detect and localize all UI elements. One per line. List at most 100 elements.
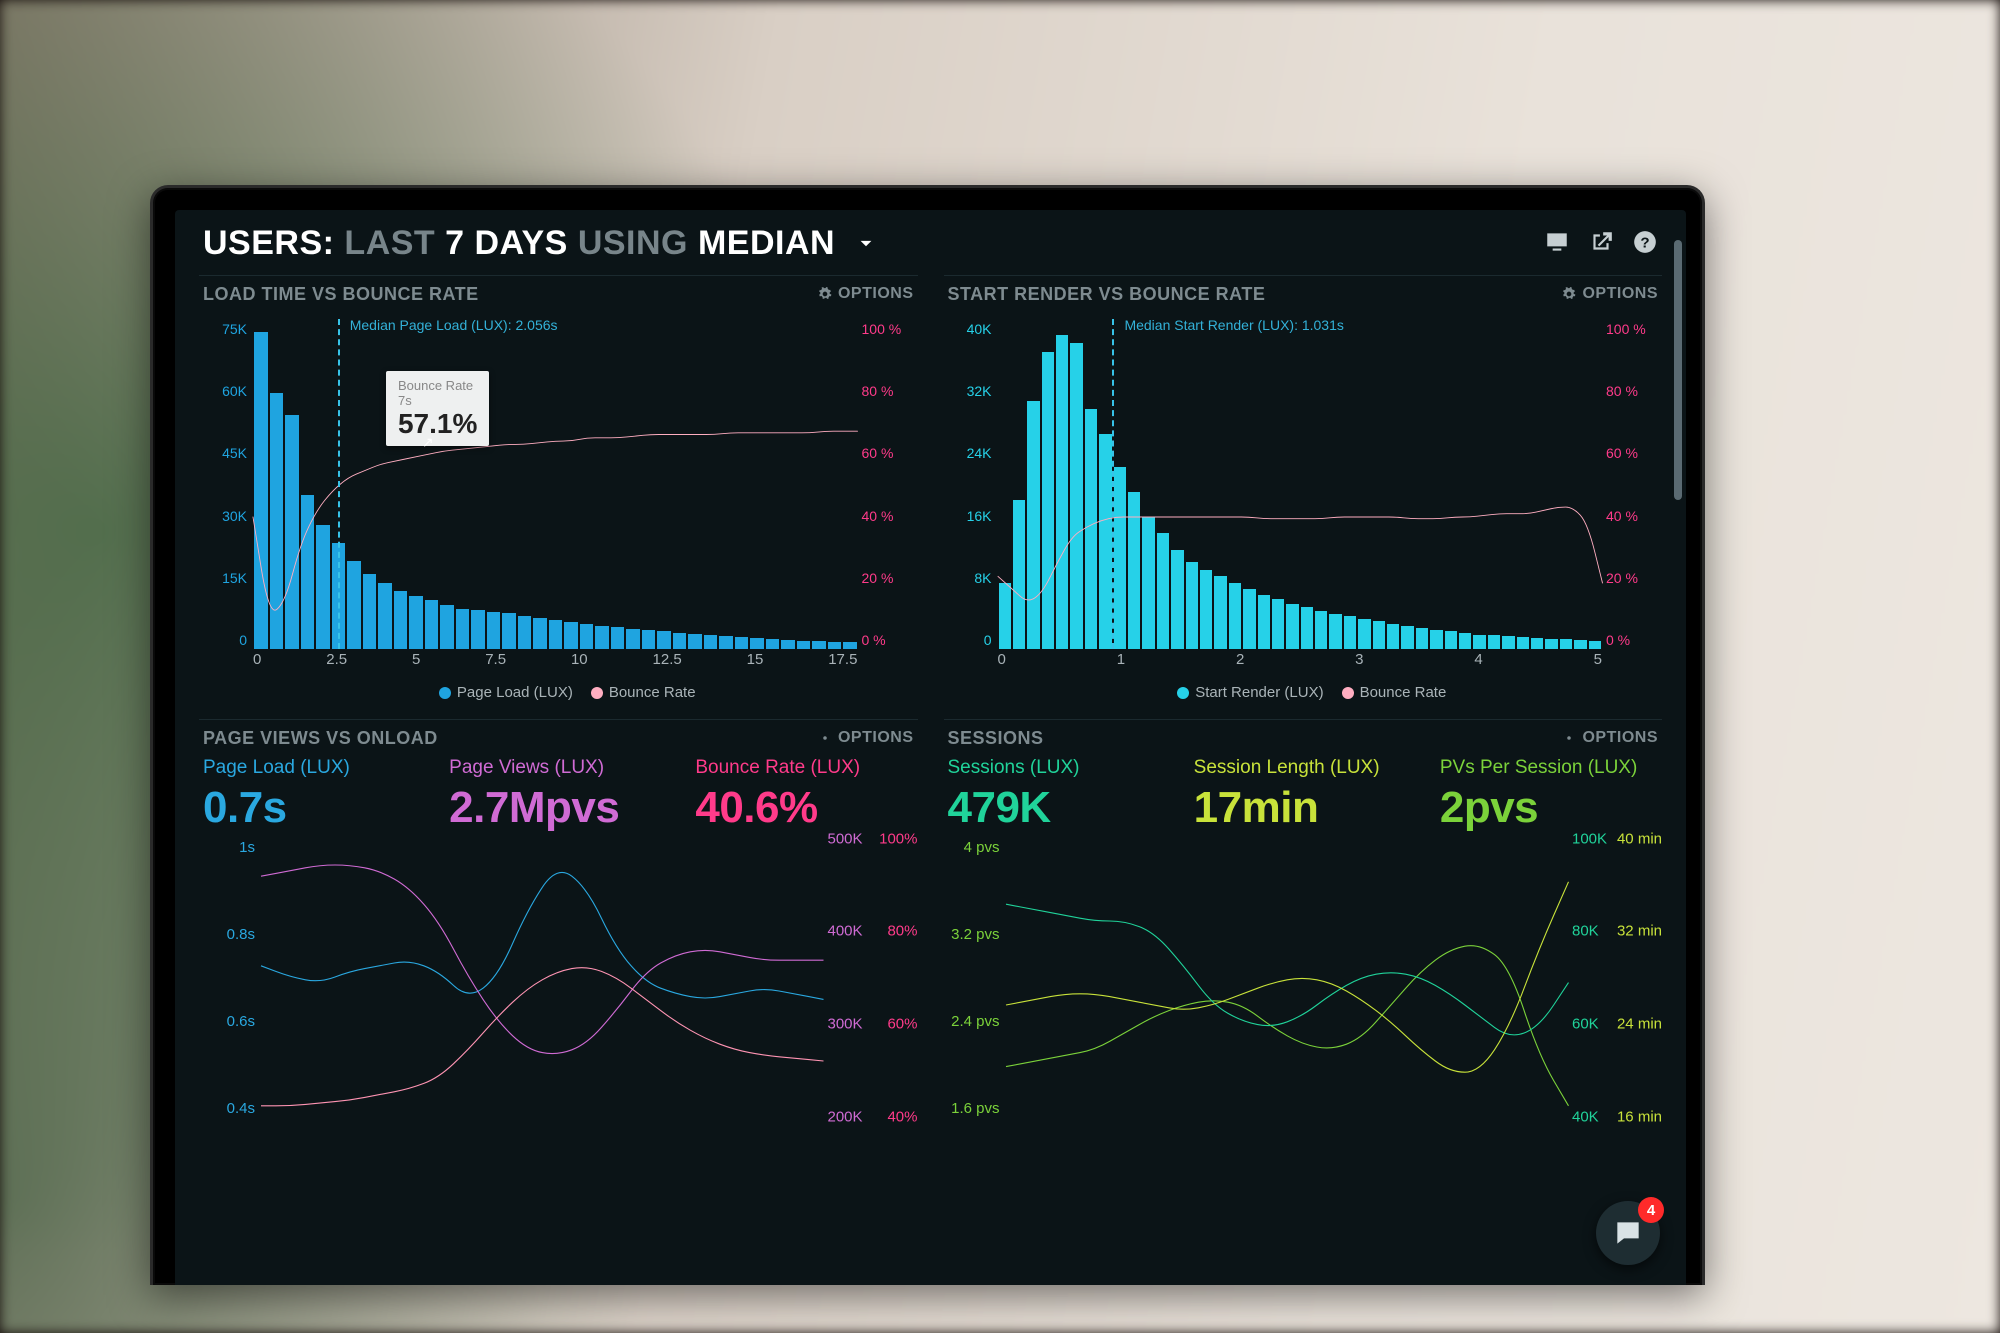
series-line[interactable]	[261, 967, 824, 1105]
x-tick: 0	[253, 651, 261, 671]
y-tick: 4 pvs	[944, 839, 1000, 856]
y-tick: 30K	[199, 508, 247, 524]
metric-label: Page Load (LUX)	[203, 757, 421, 779]
svg-text:?: ?	[1640, 234, 1649, 251]
y-tick: 32K	[944, 383, 992, 399]
lines-chart: 1s0.8s0.6s0.4s500K100%400K80%300K60%200K…	[199, 837, 918, 1117]
x-tick: 2.5	[326, 651, 347, 671]
series-line[interactable]	[1006, 904, 1569, 1035]
y-tick: 100 %	[862, 321, 918, 337]
y-tick: 40%	[887, 1108, 917, 1125]
panel-title: LOAD TIME VS BOUNCE RATE	[203, 284, 479, 305]
x-tick: 5	[1594, 651, 1602, 671]
metric-value: 0.7s	[203, 783, 421, 833]
y-tick: 0.8s	[199, 926, 255, 943]
series-line[interactable]	[1006, 945, 1569, 1105]
metric-label: PVs Per Session (LUX)	[1440, 757, 1658, 779]
share-icon[interactable]	[1588, 229, 1614, 260]
y-tick: 40K	[1572, 1108, 1599, 1125]
legend-label: Bounce Rate	[1360, 684, 1447, 701]
y-tick: 60 %	[1606, 445, 1662, 461]
y-tick: 100%	[879, 830, 917, 847]
y-tick: 1.6 pvs	[944, 1100, 1000, 1117]
y-tick: 32 min	[1617, 923, 1662, 940]
tooltip: Bounce Rate7s57.1%	[386, 371, 489, 446]
panel-title: PAGE VIEWS VS ONLOAD	[203, 728, 438, 749]
metric-label: Sessions (LUX)	[948, 757, 1166, 779]
y-tick: 20 %	[1606, 570, 1662, 586]
chart-load-bounce: 75K60K45K30K15K0100 %80 %60 %40 %20 %0 %…	[199, 311, 918, 701]
y-tick: 500K	[828, 830, 863, 847]
title-agg: MEDIAN	[698, 224, 835, 262]
options-button[interactable]: OPTIONS	[1562, 285, 1658, 303]
panel-sessions: SESSIONS OPTIONS Sessions (LUX) 479KSess…	[944, 719, 1663, 1117]
chart-render-bounce: 40K32K24K16K8K0100 %80 %60 %40 %20 %0 %M…	[944, 311, 1663, 701]
metric-label: Bounce Rate (LUX)	[695, 757, 913, 779]
y-tick: 80%	[887, 923, 917, 940]
metric-label: Session Length (LUX)	[1194, 757, 1412, 779]
y-tick: 45K	[199, 445, 247, 461]
x-tick: 2	[1236, 651, 1244, 671]
y-tick: 60 %	[862, 445, 918, 461]
y-tick: 60%	[887, 1015, 917, 1032]
metric-value: 479K	[948, 783, 1166, 833]
series-line[interactable]	[261, 865, 824, 1054]
title-dim1: LAST	[344, 224, 435, 262]
x-tick: 0	[998, 651, 1006, 671]
x-tick: 7.5	[485, 651, 506, 671]
metrics-row: Page Load (LUX) 0.7s Page Views (LUX) 2.7…	[199, 755, 918, 833]
y-tick: 2.4 pvs	[944, 1013, 1000, 1030]
y-tick: 60K	[199, 383, 247, 399]
row-histograms: LOAD TIME VS BOUNCE RATE OPTIONS 75K 60K 4…	[175, 275, 1686, 701]
y-tick: 80K	[1572, 923, 1599, 940]
page-title[interactable]: USERS: LAST 7 DAYS USING MEDIAN	[203, 224, 879, 265]
y-tick: 1s	[199, 839, 255, 856]
y-tick: 75K	[199, 321, 247, 337]
chevron-down-icon[interactable]	[853, 226, 879, 265]
x-tick: 4	[1474, 651, 1482, 671]
chat-badge: 4	[1638, 1197, 1664, 1223]
y-tick: 40 min	[1617, 830, 1662, 847]
y-tick: 40 %	[862, 508, 918, 524]
title-dim2: USING	[578, 224, 688, 262]
median-label: Median Start Render (LUX): 1.031s	[1124, 317, 1343, 333]
x-tick: 3	[1355, 651, 1363, 671]
x-tick: 1	[1117, 651, 1125, 671]
options-button[interactable]: OPTIONS	[1562, 729, 1658, 747]
metric-value: 17min	[1194, 783, 1412, 833]
legend-label: Page Load (LUX)	[457, 684, 573, 701]
metric-value: 40.6%	[695, 783, 913, 833]
chat-button[interactable]: 4	[1596, 1201, 1660, 1265]
x-tick: 15	[747, 651, 764, 671]
x-tick: 17.5	[828, 651, 857, 671]
metrics-row: Sessions (LUX) 479KSession Length (LUX) …	[944, 755, 1663, 833]
panel-load-vs-bounce: LOAD TIME VS BOUNCE RATE OPTIONS 75K 60K 4…	[199, 275, 918, 701]
y-tick: 24K	[944, 445, 992, 461]
options-button[interactable]: OPTIONS	[818, 729, 914, 747]
metric-value: 2.7Mpvs	[449, 783, 667, 833]
dashboard-screen: USERS: LAST 7 DAYS USING MEDIAN ? LOAD T…	[175, 210, 1686, 1285]
display-icon[interactable]	[1544, 229, 1570, 260]
y-tick: 0 %	[1606, 632, 1662, 648]
y-tick: 40 %	[1606, 508, 1662, 524]
lines-chart: 4 pvs3.2 pvs2.4 pvs1.6 pvs100K40 min80K3…	[944, 837, 1663, 1117]
dashboard-header: USERS: LAST 7 DAYS USING MEDIAN ?	[175, 210, 1686, 275]
x-tick: 5	[412, 651, 420, 671]
y-tick: 200K	[828, 1108, 863, 1125]
title-range: 7 DAYS	[445, 224, 568, 262]
title-prefix: USERS:	[203, 224, 334, 262]
y-tick: 8K	[944, 570, 992, 586]
metric-value: 2pvs	[1440, 783, 1658, 833]
cursor-icon: ↖	[422, 434, 434, 451]
help-icon[interactable]: ?	[1632, 229, 1658, 260]
y-tick: 16K	[944, 508, 992, 524]
x-tick: 10	[571, 651, 588, 671]
y-tick: 100 %	[1606, 321, 1662, 337]
options-button[interactable]: OPTIONS	[818, 285, 914, 303]
median-line	[338, 319, 340, 649]
scrollbar[interactable]	[1674, 240, 1682, 500]
header-actions: ?	[1544, 229, 1658, 260]
series-line[interactable]	[1006, 881, 1569, 1071]
y-tick: 16 min	[1617, 1108, 1662, 1125]
metric-label: Page Views (LUX)	[449, 757, 667, 779]
